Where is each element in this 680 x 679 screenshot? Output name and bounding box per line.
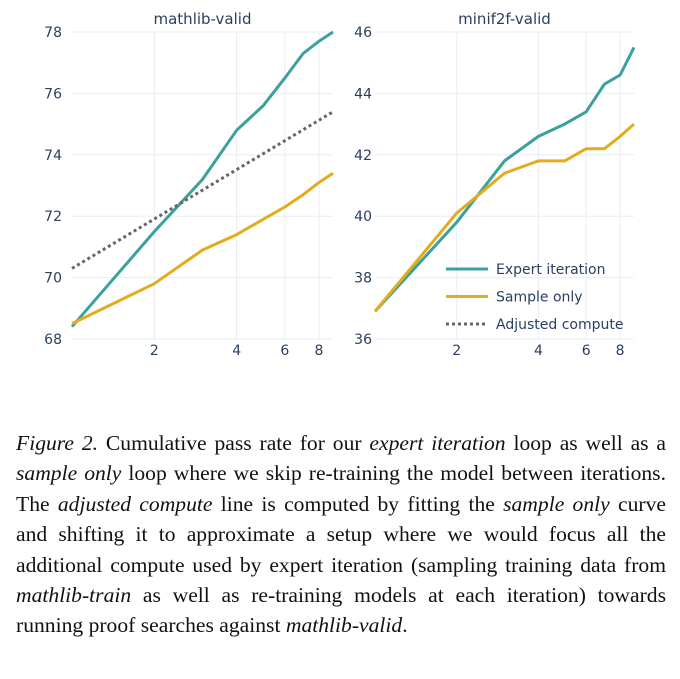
y-tick-label-74: 74: [44, 148, 62, 164]
x-tick-label-6: 6: [280, 343, 289, 359]
y-tick-label-72: 72: [44, 209, 62, 225]
caption-text-7: .: [402, 613, 408, 638]
caption-emph-sample-only: sample only: [16, 461, 122, 486]
x-tick-label-4: 4: [534, 343, 543, 359]
legend-label-expert-iteration: Expert iteration: [496, 262, 605, 278]
caption-emph-sample-only-2: sample only: [503, 491, 610, 516]
caption-text-2: loop as well as a: [505, 431, 666, 455]
caption-label: Figure 2.: [16, 431, 99, 455]
caption-emph-adjusted-compute: adjusted compute: [57, 491, 213, 516]
figure-caption: Figure 2. Cumulative pass rate for our e…: [16, 428, 666, 641]
series-line-expert-iteration: [70, 30, 334, 328]
legend-label-adjusted-compute: Adjusted compute: [496, 317, 623, 333]
caption-text-1: Cumulative pass rate for our: [98, 431, 370, 455]
y-tick-label-42: 42: [354, 148, 372, 164]
caption-emph-mathlib-valid: mathlib-valid: [285, 613, 403, 638]
y-tick-label-78: 78: [44, 25, 62, 41]
y-tick-label-36: 36: [354, 332, 372, 348]
x-tick-label-6: 6: [582, 343, 591, 359]
x-tick-label-2: 2: [150, 343, 159, 359]
chart-title-minif2f-valid: minif2f-valid: [458, 10, 551, 28]
x-tick-label-8: 8: [315, 343, 324, 359]
caption-text-3: loop where we skip re-training the model…: [16, 461, 666, 516]
chart-legend: Expert iteration Sample only Adjusted comp…: [446, 262, 623, 333]
series-line-adjusted-compute: [71, 110, 334, 270]
x-tick-label-4: 4: [232, 343, 241, 359]
y-tick-label-44: 44: [354, 86, 372, 102]
caption-text-6: as well as re-training models at each it…: [16, 583, 666, 638]
caption-text-4: line is computed by fitting the: [212, 491, 504, 516]
series-line-sample-only: [373, 122, 635, 313]
y-tick-label-46: 46: [354, 25, 372, 41]
y-tick-label-68: 68: [44, 332, 62, 348]
x-tick-label-2: 2: [452, 343, 461, 359]
y-tick-label-76: 76: [44, 86, 62, 102]
x-tick-label-8: 8: [616, 343, 625, 359]
series-line-expert-iteration: [373, 46, 636, 313]
caption-text-5: curve and shifting it to approximate a s…: [16, 491, 666, 577]
y-tick-label-38: 38: [354, 271, 372, 287]
caption-emph-expert-iteration: expert iteration: [369, 431, 506, 455]
legend-label-sample-only: Sample only: [496, 290, 583, 306]
y-tick-label-40: 40: [354, 209, 372, 225]
caption-emph-mathlib-train: mathlib-train: [16, 583, 132, 608]
y-tick-label-70: 70: [44, 271, 62, 287]
series-line-sample-only: [71, 171, 334, 325]
chart-title-mathlib-valid: mathlib-valid: [154, 10, 252, 28]
